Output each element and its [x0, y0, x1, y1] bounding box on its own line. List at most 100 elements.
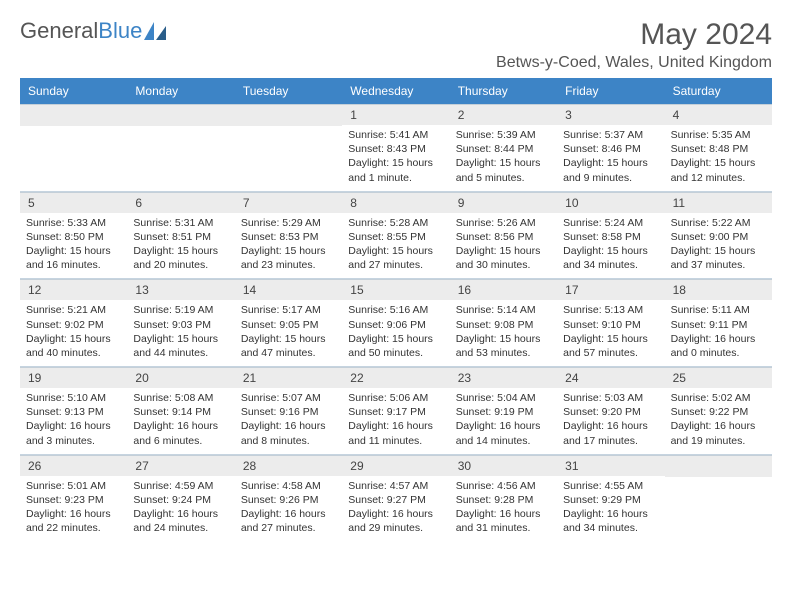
sunset-text: Sunset: 9:20 PM [563, 405, 658, 419]
sunrise-text: Sunrise: 5:29 AM [241, 216, 336, 230]
daylight-text: Daylight: 16 hours and 11 minutes. [348, 419, 443, 447]
day-cell [665, 455, 772, 542]
sunset-text: Sunset: 9:19 PM [456, 405, 551, 419]
daylight-text: Daylight: 16 hours and 22 minutes. [26, 507, 121, 535]
daylight-text: Daylight: 15 hours and 1 minute. [348, 156, 443, 184]
daylight-text: Daylight: 16 hours and 27 minutes. [241, 507, 336, 535]
day-number: 29 [342, 455, 449, 476]
daylight-text: Daylight: 16 hours and 8 minutes. [241, 419, 336, 447]
daylight-text: Daylight: 16 hours and 31 minutes. [456, 507, 551, 535]
day-number: 17 [557, 279, 664, 300]
sunset-text: Sunset: 8:58 PM [563, 230, 658, 244]
day-cell: 1Sunrise: 5:41 AMSunset: 8:43 PMDaylight… [342, 104, 449, 191]
brand-name: GeneralBlue [20, 18, 142, 44]
header: GeneralBlue May 2024 Betws-y-Coed, Wales… [20, 18, 772, 72]
day-number: 12 [20, 279, 127, 300]
brand-gray: General [20, 18, 98, 43]
day-number [665, 455, 772, 477]
sunrise-text: Sunrise: 5:01 AM [26, 479, 121, 493]
daylight-text: Daylight: 16 hours and 3 minutes. [26, 419, 121, 447]
sunset-text: Sunset: 9:23 PM [26, 493, 121, 507]
day-cell: 7 Sunrise: 5:29 AMSunset: 8:53 PMDaylight… [235, 192, 342, 279]
sunrise-text: Sunrise: 5:26 AM [456, 216, 551, 230]
sunrise-text: Sunrise: 5:13 AM [563, 303, 658, 317]
sunset-text: Sunset: 9:17 PM [348, 405, 443, 419]
sunrise-text: Sunrise: 5:24 AM [563, 216, 658, 230]
daylight-text: Daylight: 15 hours and 5 minutes. [456, 156, 551, 184]
day-number [20, 104, 127, 126]
weekday-label: Sunday [20, 78, 127, 104]
sunrise-text: Sunrise: 5:21 AM [26, 303, 121, 317]
brand-blue: Blue [98, 18, 142, 43]
calendar-page: GeneralBlue May 2024 Betws-y-Coed, Wales… [0, 0, 792, 551]
day-number: 22 [342, 367, 449, 388]
sunset-text: Sunset: 9:06 PM [348, 318, 443, 332]
title-block: May 2024 Betws-y-Coed, Wales, United Kin… [496, 18, 772, 72]
day-cell: 3Sunrise: 5:37 AMSunset: 8:46 PMDaylight… [557, 104, 664, 191]
daylight-text: Daylight: 15 hours and 16 minutes. [26, 244, 121, 272]
day-number: 8 [342, 192, 449, 213]
sunset-text: Sunset: 9:13 PM [26, 405, 121, 419]
daylight-text: Daylight: 15 hours and 40 minutes. [26, 332, 121, 360]
day-number: 11 [665, 192, 772, 213]
sunset-text: Sunset: 9:05 PM [241, 318, 336, 332]
sunrise-text: Sunrise: 5:35 AM [671, 128, 766, 142]
weeks-container: 1Sunrise: 5:41 AMSunset: 8:43 PMDaylight… [20, 104, 772, 541]
day-cell: 2Sunrise: 5:39 AMSunset: 8:44 PMDaylight… [450, 104, 557, 191]
daylight-text: Daylight: 15 hours and 9 minutes. [563, 156, 658, 184]
day-cell: 14Sunrise: 5:17 AMSunset: 9:05 PMDayligh… [235, 279, 342, 366]
day-cell: 19Sunrise: 5:10 AMSunset: 9:13 PMDayligh… [20, 367, 127, 454]
sunset-text: Sunset: 8:46 PM [563, 142, 658, 156]
day-cell: 31 Sunrise: 4:55 AMSunset: 9:29 PMDayligh… [557, 455, 664, 542]
daylight-text: Daylight: 16 hours and 24 minutes. [133, 507, 228, 535]
weekday-label: Saturday [665, 78, 772, 104]
day-number: 7 [235, 192, 342, 213]
sunrise-text: Sunrise: 5:11 AM [671, 303, 766, 317]
weekday-label: Thursday [450, 78, 557, 104]
day-number: 16 [450, 279, 557, 300]
sunset-text: Sunset: 9:08 PM [456, 318, 551, 332]
week-row: 1Sunrise: 5:41 AMSunset: 8:43 PMDaylight… [20, 104, 772, 191]
sunset-text: Sunset: 8:50 PM [26, 230, 121, 244]
day-number: 25 [665, 367, 772, 388]
day-number: 31 [557, 455, 664, 476]
sunrise-text: Sunrise: 5:28 AM [348, 216, 443, 230]
day-cell: 13Sunrise: 5:19 AMSunset: 9:03 PMDayligh… [127, 279, 234, 366]
sunrise-text: Sunrise: 4:56 AM [456, 479, 551, 493]
weekday-label: Monday [127, 78, 234, 104]
day-cell [235, 104, 342, 191]
sunset-text: Sunset: 9:10 PM [563, 318, 658, 332]
day-cell [127, 104, 234, 191]
sunrise-text: Sunrise: 5:07 AM [241, 391, 336, 405]
sunrise-text: Sunrise: 4:55 AM [563, 479, 658, 493]
day-cell: 27Sunrise: 4:59 AMSunset: 9:24 PMDayligh… [127, 455, 234, 542]
day-number: 15 [342, 279, 449, 300]
sunset-text: Sunset: 8:55 PM [348, 230, 443, 244]
day-number: 28 [235, 455, 342, 476]
day-cell: 26 Sunrise: 5:01 AMSunset: 9:23 PMDayligh… [20, 455, 127, 542]
day-cell [20, 104, 127, 191]
daylight-text: Daylight: 15 hours and 30 minutes. [456, 244, 551, 272]
daylight-text: Daylight: 16 hours and 0 minutes. [671, 332, 766, 360]
day-number: 24 [557, 367, 664, 388]
day-cell: 18Sunrise: 5:11 AMSunset: 9:11 PMDayligh… [665, 279, 772, 366]
daylight-text: Daylight: 16 hours and 19 minutes. [671, 419, 766, 447]
day-cell: 4Sunrise: 5:35 AMSunset: 8:48 PMDaylight… [665, 104, 772, 191]
day-number: 10 [557, 192, 664, 213]
sunrise-text: Sunrise: 5:39 AM [456, 128, 551, 142]
sunset-text: Sunset: 9:29 PM [563, 493, 658, 507]
sunset-text: Sunset: 8:56 PM [456, 230, 551, 244]
sunset-text: Sunset: 8:53 PM [241, 230, 336, 244]
sunset-text: Sunset: 9:24 PM [133, 493, 228, 507]
daylight-text: Daylight: 15 hours and 20 minutes. [133, 244, 228, 272]
day-cell: 21Sunrise: 5:07 AMSunset: 9:16 PMDayligh… [235, 367, 342, 454]
day-cell: 6Sunrise: 5:31 AMSunset: 8:51 PMDaylight… [127, 192, 234, 279]
sunset-text: Sunset: 9:03 PM [133, 318, 228, 332]
sunrise-text: Sunrise: 4:58 AM [241, 479, 336, 493]
day-number: 26 [20, 455, 127, 476]
sunrise-text: Sunrise: 5:17 AM [241, 303, 336, 317]
daylight-text: Daylight: 16 hours and 34 minutes. [563, 507, 658, 535]
sunset-text: Sunset: 8:51 PM [133, 230, 228, 244]
day-number: 9 [450, 192, 557, 213]
daylight-text: Daylight: 15 hours and 23 minutes. [241, 244, 336, 272]
